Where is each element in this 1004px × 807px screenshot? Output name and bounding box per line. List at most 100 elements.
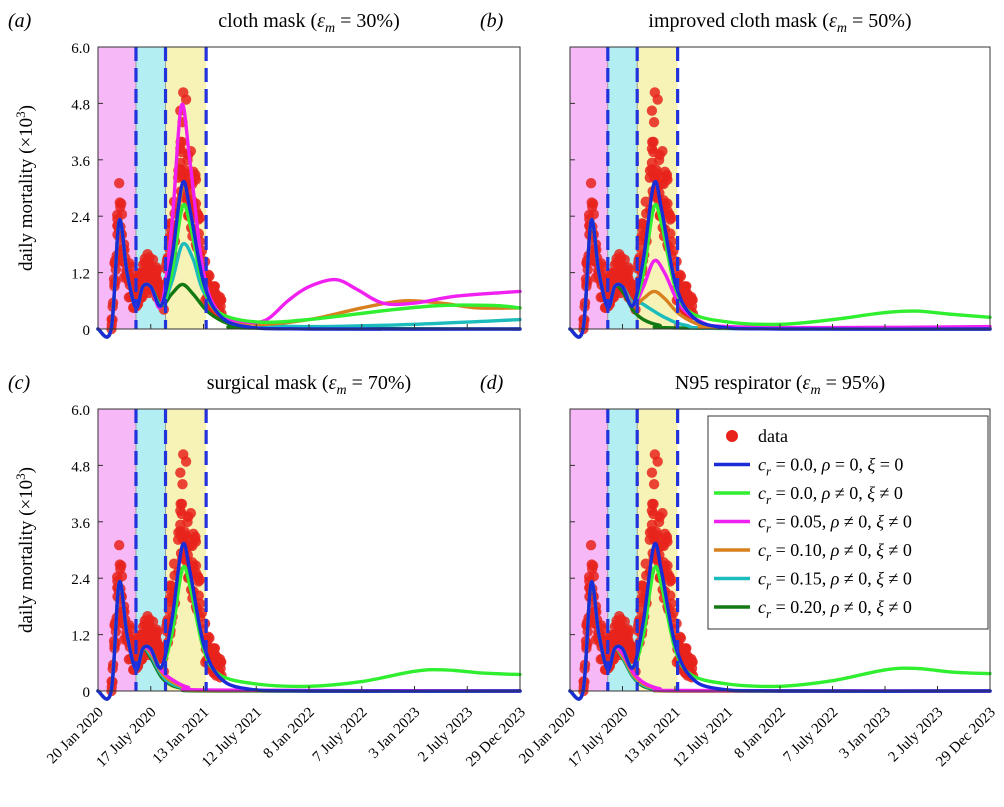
data-point — [637, 218, 649, 230]
data-point — [178, 87, 189, 98]
panel-1: 0 1.2 2.4 3.6 4.8 6.0 (a) cloth mask (εm = 30%)… — [8, 10, 522, 339]
legend-c: c — [758, 540, 766, 560]
legend-rho: ρ — [821, 455, 831, 475]
legend-xi-val: ≠ 0 — [884, 569, 912, 589]
legend-c: c — [758, 569, 766, 589]
y-tick-label: 4.8 — [71, 459, 90, 475]
legend-rho-val: ≠ 0, — [839, 512, 876, 532]
data-point — [646, 467, 658, 478]
legend-label-c10: cr = 0.10, ρ ≠ 0, ξ ≠ 0 — [758, 540, 912, 564]
legend-xi: ξ — [876, 512, 884, 532]
legend-c-val: = 0.15, — [771, 569, 831, 589]
curve-base — [96, 541, 522, 701]
ylabel-sup: 3 — [13, 473, 28, 480]
data-point — [164, 596, 175, 607]
legend-rho: ρ — [830, 597, 840, 617]
data-point — [649, 449, 661, 460]
epsilon-subscript: m — [325, 21, 335, 36]
panel-title-text: N95 respirator ( — [675, 372, 803, 394]
panel-title: N95 respirator (εm = 95%) — [675, 372, 885, 398]
panel-title-eq: = 50%) — [847, 10, 912, 32]
legend-xi-val: ≠ 0 — [884, 597, 912, 617]
y-tick-label: 3.6 — [71, 516, 90, 532]
ylabel-sup: 3 — [13, 111, 28, 118]
y-tick-label: 6.0 — [71, 403, 90, 419]
legend-xi: ξ — [876, 597, 884, 617]
legend-c-val: = 0.20, — [771, 597, 831, 617]
legend-swatch-data — [726, 430, 738, 442]
data-point — [151, 635, 162, 646]
legend-xi-val: = 0 — [875, 455, 903, 475]
data-point — [149, 265, 160, 276]
data-point — [168, 558, 180, 569]
ylabel-text: daily mortality (×10 — [16, 118, 37, 271]
legend-rho-val: ≠ 0, — [839, 597, 876, 617]
data-point — [646, 105, 658, 116]
panel-title-eq: = 70%) — [347, 372, 412, 394]
legend-label-c05: cr = 0.05, ρ ≠ 0, ξ ≠ 0 — [758, 512, 912, 536]
y-tick-label: 0 — [83, 685, 91, 701]
legend-c-val: = 0.10, — [771, 540, 831, 560]
data-point — [661, 172, 672, 183]
y-tick-label: 6.0 — [71, 41, 90, 57]
y-axis-label: daily mortality (×103) — [13, 105, 37, 271]
curve-base — [96, 179, 522, 339]
legend-xi-val: ≠ 0 — [884, 540, 912, 560]
data-point — [648, 478, 660, 490]
legend-c-sub: r — [766, 578, 772, 593]
data-point — [177, 478, 188, 490]
legend-rho-val: = 0, — [830, 455, 867, 475]
data-point — [648, 136, 659, 148]
data-point — [648, 170, 659, 182]
y-axis-label: daily mortality (×103) — [13, 467, 37, 633]
legend-c-sub: r — [766, 606, 772, 621]
data-point — [653, 516, 665, 528]
data-point — [176, 532, 188, 544]
legend-c-val: = 0.05, — [771, 512, 831, 532]
y-tick-label: 2.4 — [71, 572, 90, 588]
legend-xi: ξ — [868, 455, 876, 475]
epsilon-symbol: ε — [329, 372, 337, 394]
legend-label-data: data — [758, 426, 788, 446]
data-point — [614, 248, 625, 260]
legend-c: c — [758, 512, 766, 532]
panel-title: surgical mask (εm = 70%) — [207, 372, 411, 398]
data-point — [640, 196, 651, 207]
legend-rho-val: ≠ 0, — [839, 540, 876, 560]
data-point — [142, 610, 153, 622]
data-point — [621, 627, 632, 638]
data-point — [176, 498, 188, 510]
data-point — [176, 170, 188, 182]
data-point — [116, 560, 127, 571]
y-tick-label: 2.4 — [71, 210, 90, 226]
data-point — [137, 259, 149, 270]
epsilon-subscript: m — [336, 383, 346, 398]
data-point — [142, 248, 153, 260]
x-tick-label: 7 July 2022 — [310, 705, 371, 766]
data-point — [648, 532, 659, 544]
data-point — [609, 621, 621, 632]
panel-title-text: cloth mask ( — [218, 10, 317, 32]
data-point — [113, 178, 125, 189]
legend-c: c — [758, 483, 766, 503]
epsilon-symbol: ε — [803, 372, 811, 394]
epsilon-subscript: m — [837, 21, 847, 36]
data-point — [666, 212, 677, 224]
data-point — [623, 273, 634, 284]
ylabel-close: ) — [16, 105, 37, 111]
data-point — [189, 534, 201, 545]
epsilon-subscript: m — [810, 383, 820, 398]
panel-title: improved cloth mask (εm = 50%) — [648, 10, 911, 36]
panel-title-text: surgical mask ( — [207, 372, 329, 394]
ylabel-text: daily mortality (×10 — [16, 480, 37, 633]
legend-c-sub: r — [766, 464, 772, 479]
data-point — [587, 198, 599, 209]
legend-xi: ξ — [876, 540, 884, 560]
data-point — [661, 534, 672, 545]
data-point — [657, 145, 668, 157]
ylabel-close: ) — [16, 467, 37, 473]
data-point — [640, 558, 651, 569]
legend-label-c20: cr = 0.20, ρ ≠ 0, ξ ≠ 0 — [758, 597, 912, 621]
legend-c: c — [758, 455, 766, 475]
